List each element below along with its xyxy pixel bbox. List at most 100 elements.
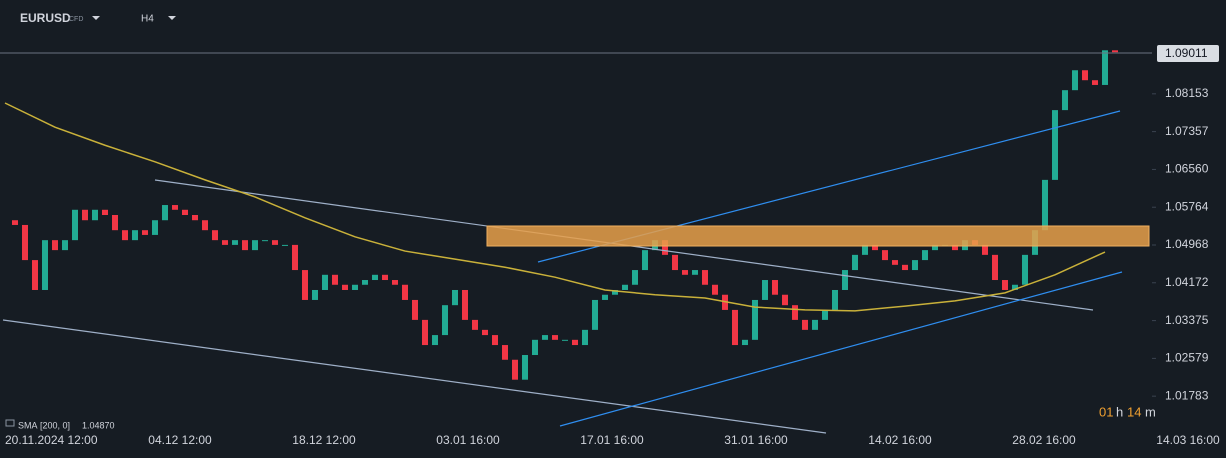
candle <box>312 289 318 300</box>
candle <box>322 274 328 290</box>
candle <box>332 274 338 285</box>
candle <box>982 244 988 255</box>
plot <box>12 50 1118 380</box>
candle <box>812 319 818 330</box>
candle <box>62 240 68 251</box>
candle <box>242 240 248 251</box>
candle <box>1042 179 1048 231</box>
candle <box>392 280 398 285</box>
candle <box>592 299 598 330</box>
candle <box>82 209 88 221</box>
candle <box>762 280 768 300</box>
candle <box>742 339 748 346</box>
candle <box>232 240 238 245</box>
candle <box>952 244 958 251</box>
last-price-tag <box>1157 45 1219 62</box>
candle <box>1102 50 1108 85</box>
candle <box>852 254 858 271</box>
candle <box>1052 110 1058 180</box>
candle <box>702 270 708 285</box>
x-tick-label: 04.12 12:00 <box>148 433 212 447</box>
y-tick-label: 1.04968 <box>1165 237 1209 251</box>
candle <box>272 240 278 245</box>
x-tick-label: 17.01 16:00 <box>580 433 644 447</box>
candle <box>152 220 158 235</box>
candle <box>402 284 408 300</box>
indicator-icon[interactable] <box>5 419 15 427</box>
candle <box>732 309 738 346</box>
last-price-label: 1.09011 <box>1165 46 1208 60</box>
candle <box>1022 254 1028 285</box>
candle <box>352 284 358 290</box>
candle <box>602 294 608 300</box>
candle <box>842 270 848 290</box>
countdown-m: m <box>1145 404 1156 419</box>
candle <box>182 209 188 215</box>
candle <box>692 270 698 275</box>
candle <box>342 284 348 290</box>
countdown-hours: 01 <box>1099 404 1113 419</box>
symbol[interactable]: EURUSD <box>20 11 71 25</box>
candle <box>22 224 28 261</box>
candle <box>512 359 518 380</box>
candle <box>412 299 418 320</box>
sma-line <box>4 102 1106 312</box>
market: CFD <box>69 16 83 23</box>
candle <box>52 240 58 251</box>
candle <box>482 329 488 336</box>
x-tick-label: 28.02 16:00 <box>1012 433 1076 447</box>
candle <box>1082 70 1088 81</box>
candle <box>452 289 458 306</box>
candle <box>992 254 998 281</box>
y-tick-label: 1.08153 <box>1165 86 1209 100</box>
x-tick-label: 14.03 16:00 <box>1156 433 1220 447</box>
candle <box>172 205 178 210</box>
candle <box>1062 90 1068 111</box>
y-tick-label: 1.07357 <box>1165 124 1209 138</box>
candle <box>252 240 258 251</box>
indicator-name: SMA <box>18 420 38 430</box>
candle <box>532 339 538 356</box>
candle <box>362 280 368 285</box>
y-tick-label: 1.05764 <box>1165 199 1209 213</box>
overlay <box>4 102 1106 312</box>
candle <box>12 220 18 225</box>
candle <box>882 250 888 261</box>
indicator-params: [200, 0] <box>40 420 70 430</box>
candle <box>112 215 118 231</box>
candle <box>622 284 628 290</box>
candle <box>122 230 128 241</box>
candle <box>282 244 288 246</box>
dropdown-caret[interactable] <box>92 16 100 20</box>
candle <box>862 244 868 255</box>
channel-line <box>2 319 827 434</box>
candle <box>72 209 78 241</box>
candle <box>1072 70 1078 91</box>
y-tick-label: 1.04172 <box>1165 275 1209 289</box>
x-tick-label: 20.11.2024 12:00 <box>5 433 98 447</box>
trend-line <box>559 271 1123 427</box>
candle <box>562 339 568 341</box>
candle <box>212 230 218 241</box>
x-tick-label: 14.02 16:00 <box>868 433 932 447</box>
candle <box>502 345 508 360</box>
candle <box>222 240 228 245</box>
candle <box>672 254 678 271</box>
candle <box>192 215 198 221</box>
candle <box>772 280 778 295</box>
candle <box>32 260 38 290</box>
y-tick-label: 1.06560 <box>1165 162 1209 176</box>
candle <box>542 335 548 340</box>
timeframe[interactable]: H4 <box>141 14 154 25</box>
candle <box>922 250 928 261</box>
x-tick-label: 18.12 12:00 <box>292 433 356 447</box>
candle <box>262 240 268 242</box>
candle <box>382 274 388 281</box>
candle <box>662 240 668 255</box>
candle <box>822 309 828 320</box>
candle <box>132 230 138 241</box>
dropdown-caret[interactable] <box>168 16 176 20</box>
candle <box>582 329 588 346</box>
